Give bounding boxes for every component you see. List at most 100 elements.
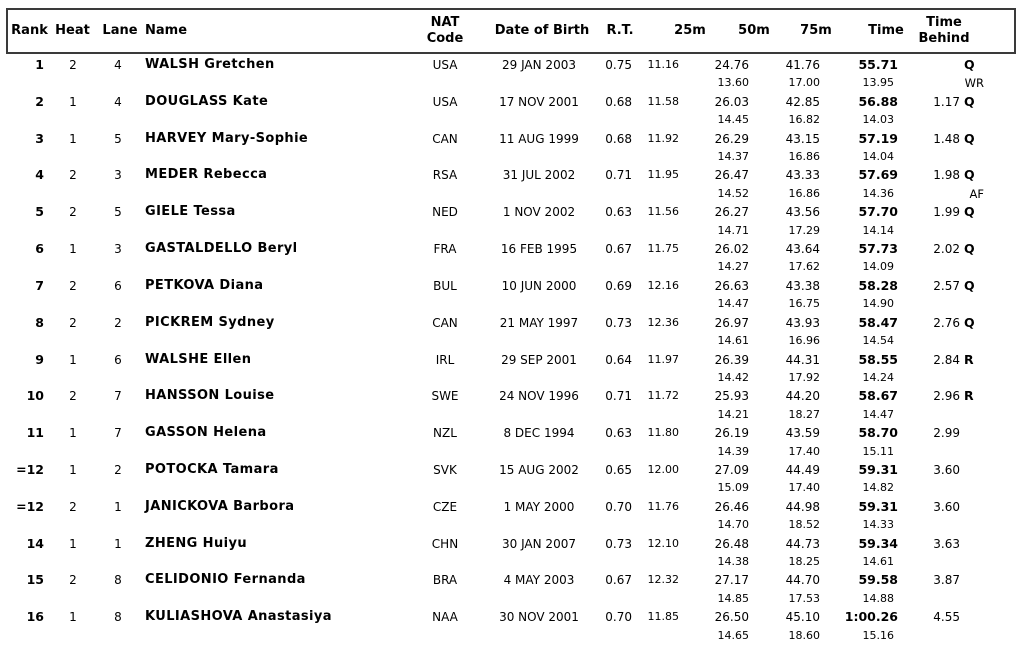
rank-cell: 4 [35,167,44,183]
record-note [900,148,1016,166]
header-rank: Rank [11,23,48,38]
heat-cell: 1 [69,536,77,551]
split-75m-diff-cell: 16.86 [788,186,821,200]
split-50m-diff-cell: 14.65 [717,628,750,642]
swimmer-name: KULIASHOVA Anastasiya [145,609,332,625]
result-row-line2: 14.85 17.53 14.88 [6,590,1016,608]
heat-cell: 2 [69,315,77,330]
header-nat-line1: NAT [430,15,460,30]
split-75m-cell: 44.20 [785,389,820,404]
split-75m-diff-cell: 17.29 [788,223,821,237]
time-behind-cell: 2.96 R [900,387,1016,405]
header-lane: Lane [102,23,138,38]
split-75m-diff-cell: 18.25 [788,554,821,568]
result-row-line1: 14 1 1 ZHENG Huiyu CHN 30 JAN 2007 0.73 … [6,535,1016,553]
result-row-line1: 10 2 7 HANSSON Louise SWE 24 NOV 1996 0.… [6,387,1016,405]
split-75m-diff-cell: 17.40 [788,444,821,458]
split-75m-cell: 44.98 [785,499,820,514]
time-behind-cell: 3.60 [900,461,1016,479]
nat-code-cell: FRA [433,242,457,257]
reaction-time-cell: 0.63 [605,205,632,220]
split-75m-cell: 43.33 [785,168,820,183]
header-50m: 50m [738,23,770,38]
time-behind-value: 1.99 [933,205,960,220]
split-50m-diff-cell: 14.38 [717,554,750,568]
date-of-birth-cell: 24 NOV 1996 [499,389,579,404]
split-50m-diff-cell: 13.60 [717,76,750,90]
reaction-time-cell: 0.73 [605,315,632,330]
record-note [900,406,1016,424]
final-split-diff-cell: 14.03 [862,113,895,127]
swimmer-name: WALSH Gretchen [145,57,275,72]
date-of-birth-cell: 15 AUG 2002 [499,462,579,477]
time-behind-cell: 4.55 [900,608,1016,626]
reaction-time-cell: 0.71 [605,389,632,404]
split-75m-diff-cell: 16.75 [788,297,821,311]
result-row-line1: 16 1 8 KULIASHOVA Anastasiya NAA 30 NOV … [6,608,1016,626]
heat-cell: 2 [69,389,77,404]
result-row-line2: 14.38 18.25 14.61 [6,553,1016,571]
swimmer-name: GASSON Helena [145,425,267,441]
record-note [900,627,1016,645]
split-25m-cell: 11.80 [647,426,680,440]
swimmer-name: PETKOVA Diana [145,277,264,293]
result-row-line1: 9 1 6 WALSHE Ellen IRL 29 SEP 2001 0.64 … [6,351,1016,369]
rank-cell: 14 [26,535,44,551]
time-behind-value: 1.98 [933,168,960,183]
rank-cell: 3 [35,130,44,146]
record-note [900,332,1016,350]
split-25m-cell: 12.36 [647,315,680,329]
header-heat: Heat [55,23,90,38]
swimmer-name: CELIDONIO Fernanda [145,572,306,588]
heat-cell: 2 [69,168,77,183]
time-behind-cell: 2.99 [900,424,1016,442]
split-50m-diff-cell: 14.61 [717,334,750,348]
header-75m: 75m [800,23,832,38]
final-time-cell: 58.28 [858,277,898,293]
split-50m-cell: 26.29 [714,131,749,146]
split-75m-cell: 44.73 [785,536,820,551]
qualification-badge: R [964,351,974,367]
swimmer-name: WALSHE Ellen [145,351,252,367]
result-row-line2: 15.09 17.40 14.82 [6,479,1016,497]
split-75m-cell: 43.38 [785,278,820,293]
record-note [900,295,1016,313]
heat-cell: 1 [69,242,77,257]
result-row-line1: 5 2 5 GIELE Tessa NED 1 NOV 2002 0.63 11… [6,203,1016,221]
final-time-cell: 57.73 [858,241,898,257]
heat-cell: 1 [69,610,77,625]
rank-cell: =12 [16,498,44,514]
result-row-line2: 14.65 18.60 15.16 [6,627,1016,645]
nat-code-cell: SWE [431,389,459,404]
split-75m-cell: 45.10 [785,610,820,625]
qualification-badge: R [964,388,974,404]
nat-code-cell: CHN [431,536,459,551]
result-row-line2: 14.71 17.29 14.14 [6,222,1016,240]
result-row-line2: 14.39 17.40 15.11 [6,443,1016,461]
split-50m-cell: 26.27 [714,205,749,220]
date-of-birth-cell: 16 FEB 1995 [500,242,578,257]
result-row-line2: 14.61 16.96 14.54 [6,332,1016,350]
final-split-diff-cell: 14.14 [862,223,895,237]
split-75m-diff-cell: 18.52 [788,518,821,532]
heat-cell: 1 [69,94,77,109]
split-75m-diff-cell: 16.82 [788,113,821,127]
split-50m-cell: 27.09 [714,462,749,477]
rank-cell: 8 [35,314,44,330]
record-note: AF [969,186,984,201]
record-note [900,553,1016,571]
time-behind-cell: 2.02 Q [900,240,1016,258]
split-50m-cell: 26.03 [714,94,749,109]
header-date-of-birth: Date of Birth [494,23,590,38]
record-note [900,516,1016,534]
lane-cell: 2 [114,315,122,330]
lane-cell: 8 [114,610,122,625]
header-time-behind-line2: Behind [918,31,970,46]
split-25m-cell: 11.92 [647,131,680,145]
date-of-birth-cell: 1 MAY 2000 [503,499,575,514]
results-table-body: 1 2 4 WALSH Gretchen USA 29 JAN 2003 0.7… [6,56,1016,645]
date-of-birth-cell: 30 JAN 2007 [502,536,576,551]
lane-cell: 1 [114,499,122,514]
final-split-diff-cell: 14.04 [862,150,895,164]
record-note [900,111,1016,129]
